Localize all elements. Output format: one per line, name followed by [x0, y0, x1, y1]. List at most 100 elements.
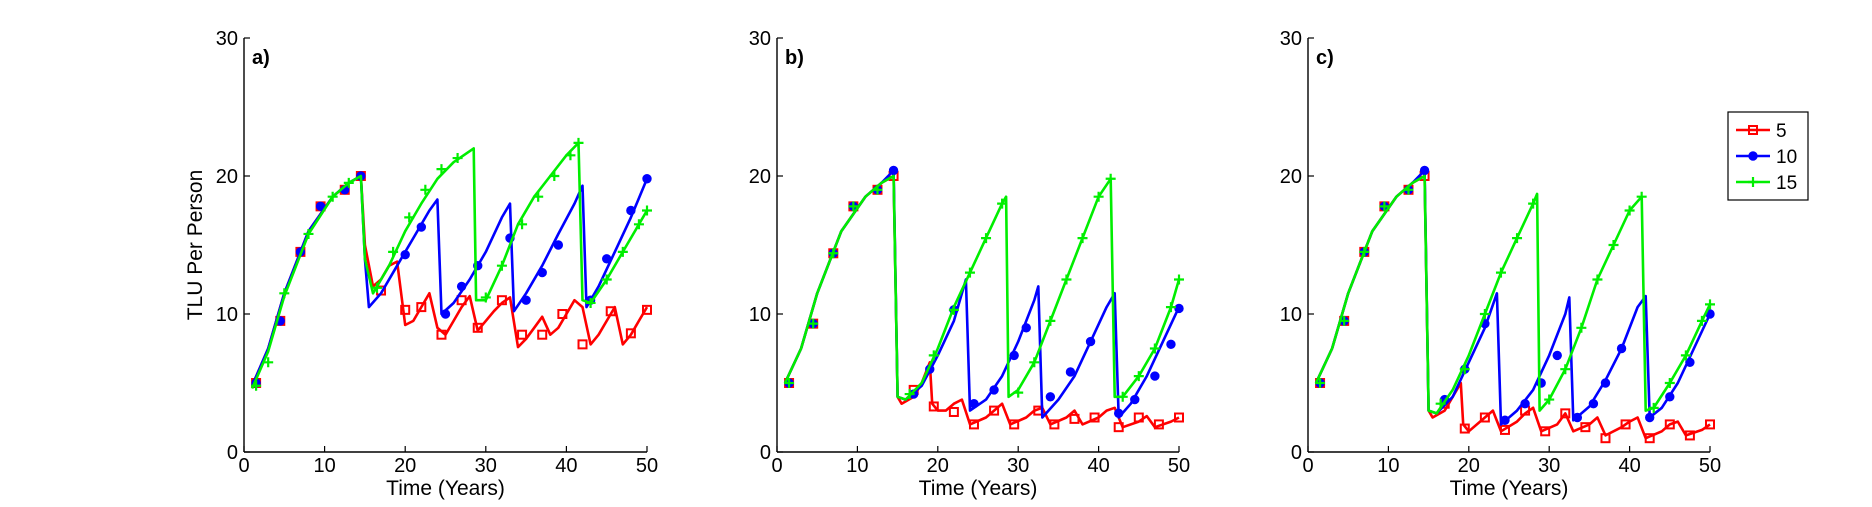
x-tick-label: 40: [1618, 455, 1640, 477]
series-10: [250, 171, 652, 388]
panel-3: 0 10 20 30 0 10 20 30 40 50 Time (Years) c): [1280, 28, 1721, 500]
series-line: [1314, 174, 1711, 440]
data-point: [1009, 419, 1020, 430]
data-point: [1560, 364, 1571, 375]
data-point: [1166, 339, 1176, 350]
data-point: [1153, 419, 1164, 430]
data-point: [904, 389, 915, 400]
series-line: [1314, 169, 1712, 426]
x-tick-label: 50: [636, 455, 658, 477]
data-point: [585, 297, 596, 308]
data-point: [1117, 391, 1128, 402]
panel-label: c): [1316, 47, 1334, 69]
x-tick-label: 30: [1007, 455, 1029, 477]
x-tick-label: 50: [1168, 455, 1190, 477]
data-point: [969, 399, 979, 409]
x-tick-label: 10: [1377, 455, 1399, 477]
y-tick-label: 20: [749, 166, 771, 188]
data-point: [1435, 398, 1446, 409]
data-point: [617, 246, 628, 257]
data-point: [472, 322, 483, 333]
data-point: [1576, 322, 1587, 333]
data-point: [251, 380, 262, 391]
data-point: [565, 150, 576, 161]
data-point: [1419, 165, 1430, 176]
data-point: [605, 306, 616, 317]
data-point: [1339, 315, 1350, 326]
data-point: [553, 240, 564, 250]
data-point: [456, 295, 467, 306]
data-point: [1592, 274, 1603, 285]
data-point: [416, 222, 427, 232]
data-point: [1029, 357, 1040, 368]
data-point: [1520, 399, 1530, 409]
y-tick-label: 0: [1291, 442, 1302, 464]
data-point: [573, 137, 584, 148]
series-line: [250, 141, 649, 390]
data-point: [1624, 205, 1635, 216]
data-point: [964, 267, 975, 278]
data-point: [1133, 371, 1144, 382]
x-tick-label: 20: [394, 455, 416, 477]
data-point: [1130, 394, 1140, 405]
data-point: [989, 385, 999, 395]
panel-label: a): [252, 47, 270, 69]
data-point: [1113, 422, 1124, 433]
y-tick-label: 20: [216, 166, 238, 188]
data-point: [1665, 392, 1675, 402]
data-point: [404, 212, 415, 223]
data-point: [577, 339, 588, 350]
data-point: [601, 274, 612, 285]
x-axis-label: Time (Years): [386, 477, 505, 500]
legend-entry-15: 15: [1736, 173, 1797, 194]
data-point: [496, 260, 507, 271]
data-point: [400, 304, 411, 315]
series-5: [1314, 171, 1715, 444]
x-tick-label: 20: [1458, 455, 1480, 477]
data-point: [1379, 201, 1390, 212]
data-point: [997, 198, 1008, 209]
y-tick-label: 30: [1280, 28, 1302, 50]
data-point: [1403, 184, 1414, 195]
data-point: [872, 184, 883, 195]
data-point: [1174, 303, 1184, 314]
legend-entry-5: 5: [1736, 121, 1787, 142]
y-tick-label: 10: [1280, 304, 1302, 326]
data-point: [517, 219, 528, 230]
legend-label: 15: [1776, 173, 1797, 194]
data-point: [1544, 394, 1555, 405]
data-point: [848, 201, 859, 212]
y-tick-label: 10: [216, 304, 238, 326]
series-line: [783, 174, 1180, 429]
data-point: [1664, 378, 1675, 388]
data-point: [533, 191, 544, 202]
data-point: [1705, 299, 1715, 310]
data-point: [1495, 267, 1506, 278]
data-point: [1684, 430, 1695, 441]
data-point: [1069, 413, 1080, 424]
panels: 0 10 20 30 0 10 20 30 40 50 Time (Years) TLU Per Pe…: [184, 28, 1721, 500]
series-10: [1314, 165, 1715, 426]
series-10: [783, 165, 1184, 419]
data-point: [1021, 323, 1031, 333]
series-line: [1314, 174, 1712, 415]
data-point: [440, 309, 451, 319]
y-tick-label: 0: [227, 442, 238, 464]
data-point: [327, 191, 338, 202]
x-tick-label: 20: [927, 455, 949, 477]
series-line: [250, 174, 649, 387]
data-point: [1459, 364, 1470, 375]
x-axis-label: Time (Years): [919, 477, 1038, 500]
data-point: [303, 228, 314, 239]
x-tick-label: 0: [238, 455, 249, 477]
data-point: [1085, 336, 1096, 347]
data-point: [1600, 433, 1611, 444]
data-point: [1061, 274, 1072, 285]
data-point: [928, 401, 939, 412]
data-point: [989, 405, 1000, 416]
data-point: [1636, 191, 1647, 202]
data-point: [1540, 426, 1551, 437]
data-point: [633, 219, 644, 230]
data-point: [1500, 415, 1510, 425]
data-point: [521, 295, 531, 305]
